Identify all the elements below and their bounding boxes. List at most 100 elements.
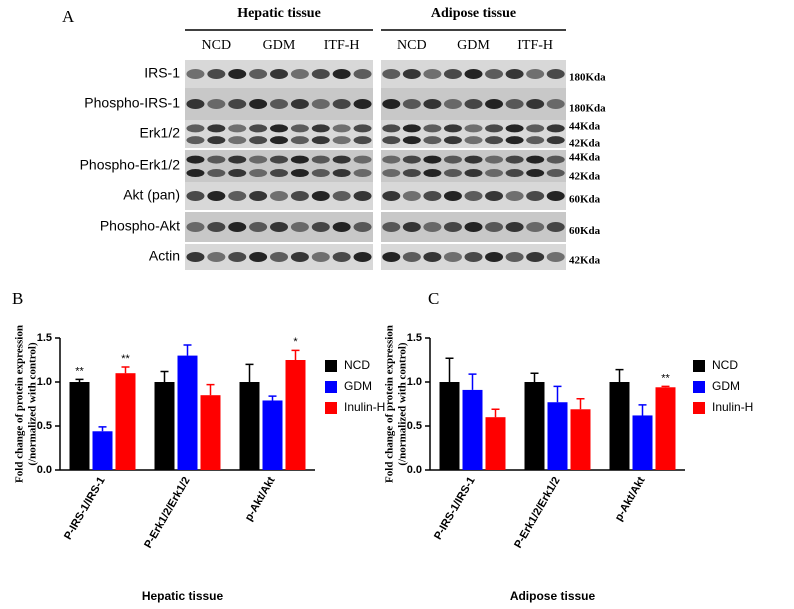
bar — [462, 389, 483, 470]
group-label: NCD — [397, 38, 427, 53]
x-axis-title: Hepatic tissue — [142, 589, 224, 603]
blot-band — [290, 252, 309, 262]
blot-band — [423, 99, 442, 109]
error-bar — [183, 344, 192, 356]
blot-band — [249, 124, 268, 133]
blot-band — [546, 169, 565, 178]
blot-band — [270, 222, 288, 232]
legend-swatch — [325, 360, 337, 372]
blot-band — [228, 69, 247, 79]
blot-band — [423, 124, 442, 133]
blot-band — [311, 222, 330, 232]
bar — [115, 373, 136, 470]
y-tick-label: 1.0 — [407, 376, 422, 388]
blot-band — [443, 191, 462, 201]
blot-band — [228, 99, 247, 109]
row-label: Phospho-Erk1/2 — [80, 157, 181, 173]
blot-band — [290, 169, 309, 178]
blot-band — [464, 222, 483, 232]
group-label: NCD — [202, 38, 232, 53]
legend-swatch — [693, 402, 705, 414]
blot-band — [249, 169, 268, 178]
blot-band — [526, 169, 545, 178]
blot-band — [505, 169, 524, 178]
blot-band — [526, 99, 545, 109]
blot-band — [423, 169, 442, 178]
blot-band — [270, 69, 288, 79]
error-bar — [661, 385, 670, 388]
error-bar — [206, 383, 215, 396]
blot-band — [402, 124, 421, 133]
blot-band — [382, 155, 401, 164]
blot-band — [207, 136, 226, 145]
blot-band — [207, 99, 226, 109]
legend-swatch — [325, 402, 337, 414]
blot-band — [464, 155, 483, 164]
blot-band — [332, 99, 351, 109]
blot-band — [423, 155, 442, 164]
blot-band — [290, 124, 309, 133]
blot-band — [505, 222, 524, 232]
blot-band — [423, 136, 442, 145]
blot-band — [382, 136, 401, 145]
blot-band — [290, 69, 309, 79]
blot-band — [443, 69, 462, 79]
bar — [439, 382, 460, 470]
blot-band — [402, 252, 421, 262]
blot-band — [290, 99, 309, 109]
error-bar — [615, 368, 624, 382]
legend-label: Inulin-H — [712, 400, 753, 414]
error-bar — [121, 366, 130, 374]
blot-band — [228, 124, 247, 133]
blot-band — [207, 252, 226, 262]
blot-band — [443, 155, 462, 164]
blot-band — [546, 99, 565, 109]
blot-band — [546, 136, 565, 145]
blot-band — [546, 252, 565, 262]
blot-band — [186, 222, 205, 232]
blot-band — [353, 124, 372, 133]
bar — [524, 382, 545, 470]
blot-band — [505, 155, 524, 164]
significance: ** — [121, 353, 130, 365]
blot-band — [332, 136, 351, 145]
bar — [200, 395, 221, 470]
blot-background — [381, 150, 566, 182]
significance: * — [293, 336, 298, 348]
row-label: Erk1/2 — [140, 125, 181, 141]
blot-band — [423, 69, 442, 79]
blot-band — [485, 124, 504, 133]
blot-band — [464, 124, 483, 133]
blot-band — [332, 191, 351, 201]
legend-label: GDM — [344, 379, 372, 393]
blot-band — [464, 252, 483, 262]
error-bar — [75, 378, 84, 382]
bar — [154, 382, 175, 470]
error-bar — [468, 373, 477, 390]
row-label: Phospho-IRS-1 — [84, 95, 180, 111]
blot-band — [353, 69, 372, 79]
blot-band — [228, 252, 247, 262]
blot-band — [186, 69, 205, 79]
y-tick-label: 0.0 — [407, 464, 422, 476]
blot-band — [207, 69, 226, 79]
blot-band — [207, 155, 226, 164]
blot-band — [311, 99, 330, 109]
tissue-label: Hepatic tissue — [237, 6, 321, 21]
blot-band — [526, 69, 545, 79]
legend-label: NCD — [344, 358, 370, 372]
blot-band — [332, 252, 351, 262]
y-tick-label: 0.5 — [37, 420, 52, 432]
blot-band — [546, 155, 565, 164]
tissue-label: Adipose tissue — [431, 6, 516, 21]
legend-swatch — [693, 360, 705, 372]
blot-band — [186, 136, 205, 145]
blot-band — [526, 222, 545, 232]
blot-band — [207, 222, 226, 232]
blot-band — [485, 169, 504, 178]
blot-band — [249, 252, 268, 262]
x-tick-label: P-IRS-1/IRS-1 — [432, 475, 478, 542]
y-tick-label: 1.0 — [37, 376, 52, 388]
